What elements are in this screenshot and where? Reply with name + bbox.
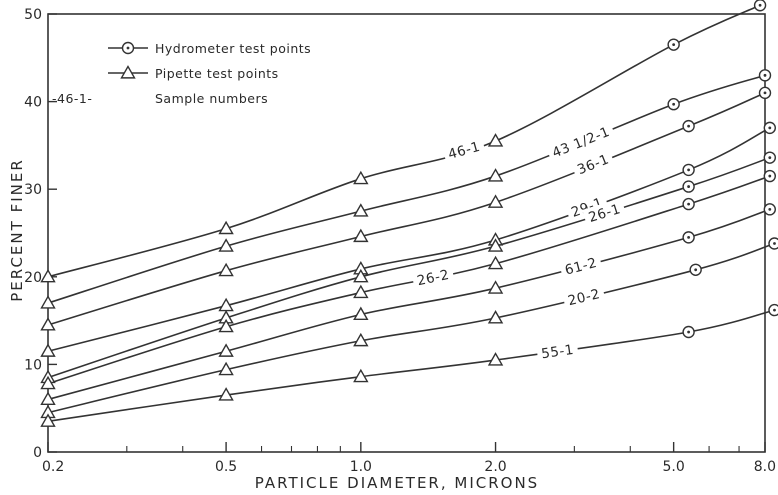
series-61-2-label-gap [558, 251, 603, 280]
x-axis-title: PARTICLE DIAMETER, MICRONS [255, 474, 539, 492]
series-36-1-pipette-point [487, 194, 504, 208]
series-55-1-pipette-point [40, 413, 56, 427]
y-tick-label: 50 [24, 7, 42, 23]
series-36-1-hydrometer-point-dot [763, 91, 767, 95]
legend-entry-hydrometer-test-points-label: Hydrometer test points [155, 41, 311, 56]
series-43-1-2-1-pipette-point [40, 295, 56, 309]
series-55-1-label-gap [536, 339, 579, 363]
series-36-1-label-gap [570, 148, 616, 180]
series-20-2-pipette-point [353, 332, 369, 347]
x-tick-label: 5.0 [663, 459, 685, 475]
legend-entry-pipette-test-points-label: Pipette test points [155, 66, 279, 81]
series-36-1-pipette-point [40, 317, 56, 331]
series-55-1-hydrometer-point-dot [687, 330, 691, 334]
series-46-1-pipette-point [40, 268, 56, 283]
series-46-1-hydrometer-point-dot [672, 43, 676, 47]
axes: 0 10 20 30 40 50 0.2 0.5 1.0 2.0 5.0 8.0 [24, 7, 776, 475]
series-20-2-pipette-point [218, 361, 234, 376]
series-26-2-pipette-point [487, 255, 504, 270]
series-46-1-label-gap [441, 135, 486, 164]
series-20-2-hydrometer-point-dot [773, 242, 776, 245]
y-tick-label: 40 [24, 95, 42, 111]
series-29-1-pipette-point [40, 343, 56, 357]
series-55-1-pipette-point [218, 387, 234, 401]
series-26-2-label: 26-2 [416, 267, 451, 289]
series-26-1-hydrometer-point-dot [768, 156, 772, 160]
legend-entry-sample-numbers-label: Sample numbers [155, 91, 268, 106]
series-26-1-pipette-point [487, 238, 504, 252]
series-61-2-hydrometer-point-dot [768, 207, 772, 211]
series-36-1-hydrometer-point-dot [687, 124, 691, 128]
series-26-2-pipette-point [218, 318, 234, 333]
data-points [40, 0, 778, 427]
series-26-2-label-gap [411, 264, 455, 291]
series-55-1-hydrometer-point-dot [773, 308, 776, 312]
x-tick-label: 0.5 [215, 459, 237, 475]
series-46-1-hydrometer-point-dot [758, 3, 762, 7]
series-26-2-label-group: 26-2 [411, 264, 455, 291]
legend-entry-pipette-test-points-marker [120, 65, 136, 79]
series-36-1-pipette-point [353, 228, 369, 243]
legend-entry-sample-numbers-sample: -46-1- [52, 91, 92, 106]
series-61-2-pipette-point [353, 306, 369, 321]
series-26-1-hydrometer-point-dot [687, 185, 691, 188]
series-36-1-pipette-point [218, 262, 234, 277]
series-26-1-label-gap [582, 197, 627, 228]
series-29-1-label-gap [564, 191, 610, 223]
series-46-1-pipette-point [353, 170, 369, 185]
series-46-1-pipette-point [218, 220, 234, 235]
series-61-2-pipette-point [40, 391, 56, 406]
series-61-2-hydrometer-point-dot [687, 235, 691, 239]
y-tick-label: 30 [24, 182, 42, 198]
plot-frame [47, 13, 766, 453]
x-tick-label: 2.0 [484, 459, 506, 475]
series-26-2-pipette-point [353, 284, 369, 299]
legend-entry-hydrometer-test-points-marker-dot [126, 46, 130, 50]
series-26-2-hydrometer-point-dot [687, 202, 691, 206]
y-tick-label: 10 [24, 357, 42, 373]
series-29-1-hydrometer-point-dot [768, 126, 772, 130]
x-tick-label: 8.0 [754, 459, 776, 475]
legend: Hydrometer test points Pipette test point… [52, 41, 311, 106]
series-20-2-pipette-point [487, 310, 504, 324]
series-20-2-label-gap [561, 283, 606, 311]
series-55-1-label-group: 55-1 [536, 339, 579, 363]
y-tick-label: 0 [33, 445, 42, 461]
series-26-2-hydrometer-point-dot [768, 174, 772, 178]
series-43-1-2-1-pipette-point [218, 238, 234, 252]
series-29-1-hydrometer-point-dot [687, 168, 691, 172]
series-20-2-label-group: 20-2 [561, 283, 606, 311]
series-43-1-2-1-pipette-point [353, 203, 369, 217]
series-43-1-2-1-label-gap [545, 120, 616, 163]
series-46-1-pipette-point [487, 133, 504, 147]
series-55-1-pipette-point [487, 352, 504, 366]
series-43-1-2-1-hydrometer-point-dot [763, 73, 767, 77]
series-43-1-2-1-hydrometer-point-dot [672, 102, 676, 106]
x-tick-label: 1.0 [350, 459, 372, 475]
series-55-1-pipette-point [353, 368, 369, 383]
series-26-2-pipette-point [40, 375, 56, 390]
y-axis-title: PERCENT FINER [8, 158, 26, 301]
series-55-1-label: 55-1 [540, 342, 575, 363]
y-tick-label: 20 [24, 270, 42, 286]
x-tick-label: 0.2 [42, 459, 64, 475]
series-61-2-pipette-point [218, 343, 234, 357]
series-43-1-2-1-pipette-point [487, 168, 504, 182]
series-61-2-pipette-point [487, 280, 504, 294]
series-20-2-hydrometer-point-dot [694, 268, 698, 272]
series-20-2-label: 20-2 [566, 286, 601, 309]
series-26-1-pipette-point [353, 268, 369, 283]
